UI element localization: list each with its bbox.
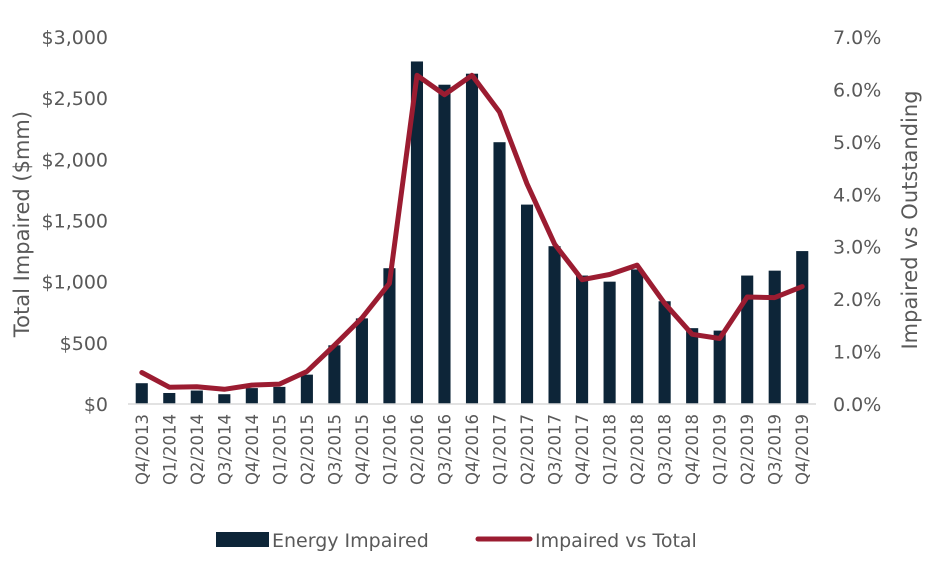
x-tick-label: Q3/2014 [215,414,234,485]
x-tick-label: Q2/2015 [298,414,317,485]
bar-Q1-2015 [273,386,286,404]
left-axis-ticks: $0 $500 $1,000 $1,500 $2,000 $2,500 $3,000 [42,27,108,416]
bar-Q2-2016 [410,61,424,404]
bar-Q1-2018 [603,281,616,404]
x-tick-label: Q3/2019 [766,414,785,485]
x-tick-label: Q2/2019 [738,414,757,485]
right-tick-label: 1.0% [833,342,881,364]
left-axis-title: Total Impaired ($mm) [10,111,34,338]
left-tick-label: $1,000 [42,272,108,294]
bar-Q4-2016 [465,73,479,404]
right-tick-label: 5.0% [833,132,881,154]
x-tick-label: Q3/2015 [325,414,344,485]
bar-Q1-2019 [713,330,726,404]
x-tick-label: Q1/2017 [491,414,510,485]
bar-Q2-2014 [190,390,203,404]
x-tick-label: Q3/2018 [656,414,675,485]
x-tick-label: Q1/2014 [160,414,179,485]
bar-Q2-2018 [631,269,644,404]
right-axis-ticks: 0.0% 1.0% 2.0% 3.0% 4.0% 5.0% 6.0% 7.0% [833,27,881,416]
right-axis-title: Impaired vs Outstanding [898,90,922,349]
right-tick-label: 6.0% [833,79,881,101]
bar-Q2-2019 [741,275,754,404]
x-tick-label: Q4/2015 [353,414,372,485]
left-tick-label: $500 [60,333,108,355]
x-tick-label: Q1/2018 [601,414,620,485]
x-tick-label: Q2/2018 [628,414,647,485]
bar-Q4-2019 [796,251,809,404]
x-tick-label: Q3/2017 [546,414,565,485]
legend: Energy Impaired Impaired vs Total [216,530,697,552]
bar-Q3-2018 [658,301,671,404]
bar-Q3-2015 [328,345,341,404]
x-tick-label: Q4/2018 [683,414,702,485]
x-tick-label: Q4/2016 [463,414,482,485]
x-tick-label: Q2/2014 [188,414,207,485]
right-tick-label: 0.0% [833,394,881,416]
bar-Q4-2014 [245,388,258,404]
x-tick-label: Q2/2016 [408,414,427,485]
bar-Q2-2015 [300,374,313,404]
x-tick-label: Q3/2016 [435,414,454,485]
x-axis-ticks: Q4/2013 Q1/2014 Q2/2014 Q3/2014 Q4/2014 Q1/20… [133,414,812,485]
x-tick-label: Q4/2014 [243,414,262,485]
bar-Q3-2016 [438,84,451,405]
bar-Q3-2017 [548,246,561,404]
x-tick-label: Q4/2017 [573,414,592,485]
x-tick-label: Q1/2019 [711,414,730,485]
bar-Q4-2015 [355,318,368,404]
bar-Q4-2018 [686,328,699,404]
legend-swatch-energy-impaired [216,532,269,547]
legend-label-impaired-vs-total: Impaired vs Total [535,530,697,552]
bar-series-energy-impaired [135,61,809,405]
bar-Q2-2017 [520,204,534,404]
bar-Q4-2017 [576,275,589,404]
right-tick-label: 7.0% [833,27,881,49]
right-tick-label: 4.0% [833,184,881,206]
right-tick-label: 3.0% [833,237,881,259]
bar-Q1-2017 [493,142,506,404]
x-tick-label: Q1/2015 [270,414,289,485]
left-tick-label: $2,500 [42,88,108,110]
line-series-impaired-vs-total [139,72,805,392]
left-tick-label: $1,500 [42,211,108,233]
x-tick-label: Q2/2017 [518,414,537,485]
legend-label-energy-impaired: Energy Impaired [272,530,429,552]
right-tick-label: 2.0% [833,289,881,311]
bar-Q1-2014 [163,392,176,404]
x-tick-label: Q4/2019 [793,414,812,485]
left-tick-label: $0 [84,394,108,416]
bar-Q1-2016 [383,268,396,404]
x-tick-label: Q4/2013 [133,414,152,485]
left-tick-label: $2,000 [42,149,108,171]
bar-Q3-2019 [768,270,781,404]
x-tick-label: Q1/2016 [380,414,399,485]
bar-Q3-2014 [218,394,231,404]
bar-Q4-2013 [135,383,148,404]
left-tick-label: $3,000 [42,27,108,49]
